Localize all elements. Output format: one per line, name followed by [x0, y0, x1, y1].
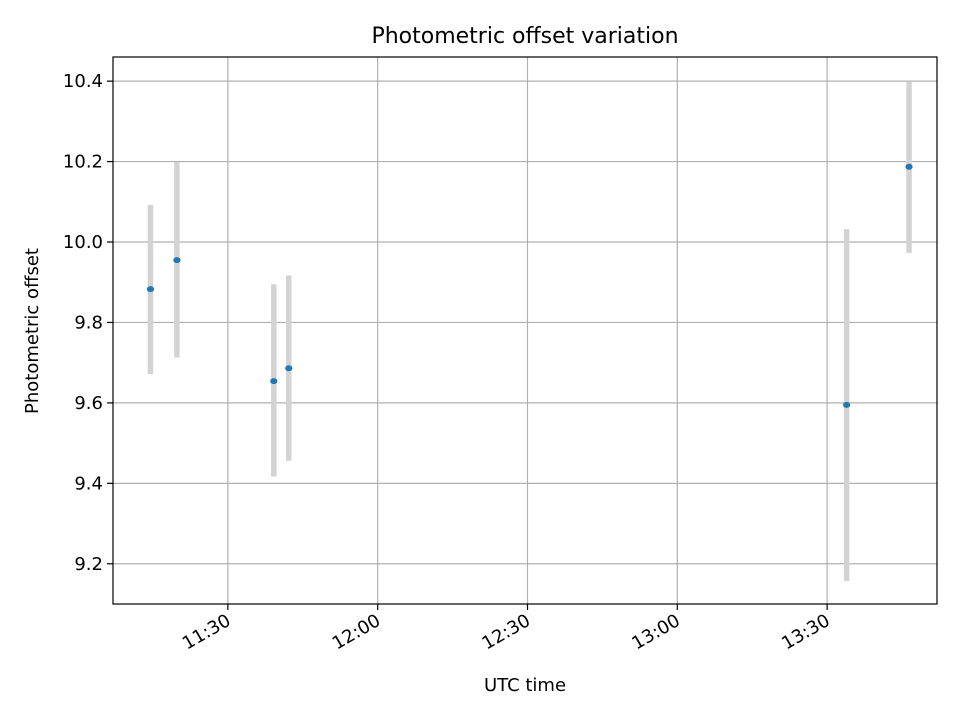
- y-axis-title: Photometric offset: [22, 248, 43, 414]
- y-tick-label: 9.2: [74, 554, 103, 575]
- y-tick-label: 9.8: [74, 312, 103, 333]
- data-point: [173, 257, 181, 264]
- x-axis-title: UTC time: [484, 675, 566, 696]
- data-points: [146, 163, 913, 408]
- y-tick-label: 10.2: [63, 152, 103, 173]
- y-tick-label: 9.4: [74, 473, 103, 494]
- y-tick-label: 9.6: [74, 393, 103, 414]
- data-point: [905, 163, 913, 170]
- y-tick-label: 10.4: [63, 71, 103, 92]
- y-tick-label: 10.0: [63, 232, 103, 253]
- chart-title: Photometric offset variation: [371, 24, 678, 49]
- grid: [113, 57, 937, 604]
- data-point: [270, 378, 278, 385]
- data-point: [285, 365, 293, 372]
- data-point: [146, 286, 155, 293]
- plot-frame: [112, 56, 938, 605]
- y-axis-ticks: 9.2 9.4 9.6 9.8 10.0 10.2 10.4: [63, 71, 113, 575]
- data-point: [843, 401, 851, 408]
